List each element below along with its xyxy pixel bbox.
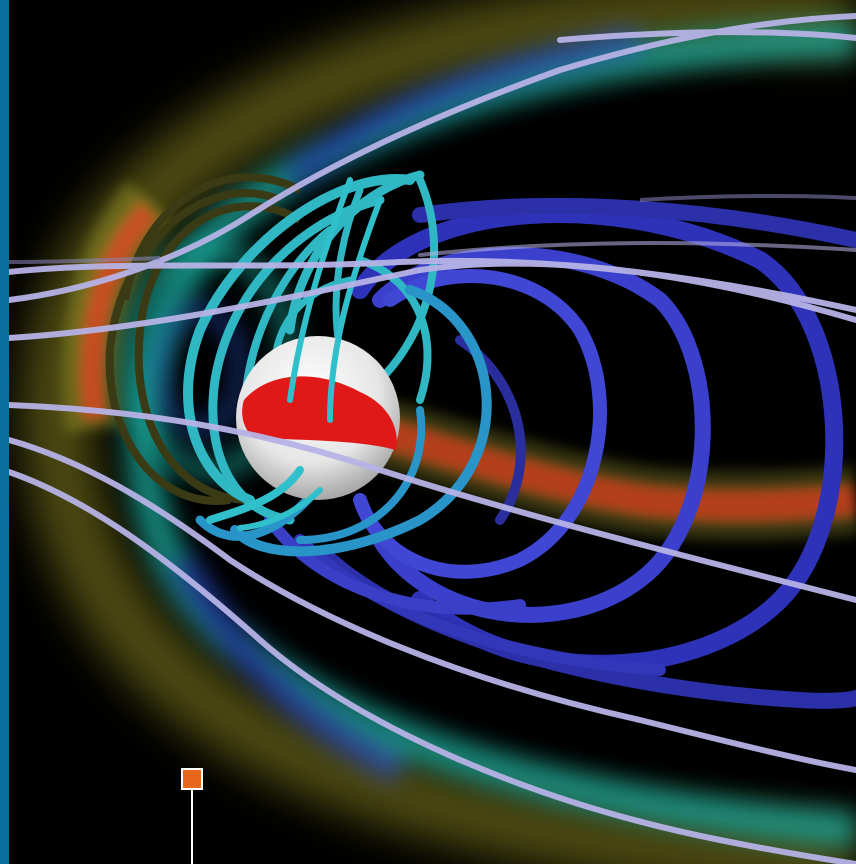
current-sheet-glow xyxy=(62,180,856,541)
square-marker-icon xyxy=(181,768,203,790)
far-field-lines xyxy=(8,193,856,264)
open-field-lines xyxy=(6,13,856,864)
closed-field-lines xyxy=(264,197,856,709)
left-edge-band xyxy=(0,0,9,864)
bow-shock-glow xyxy=(21,0,856,864)
marker-stem xyxy=(191,790,193,864)
planet-sphere xyxy=(236,336,400,500)
